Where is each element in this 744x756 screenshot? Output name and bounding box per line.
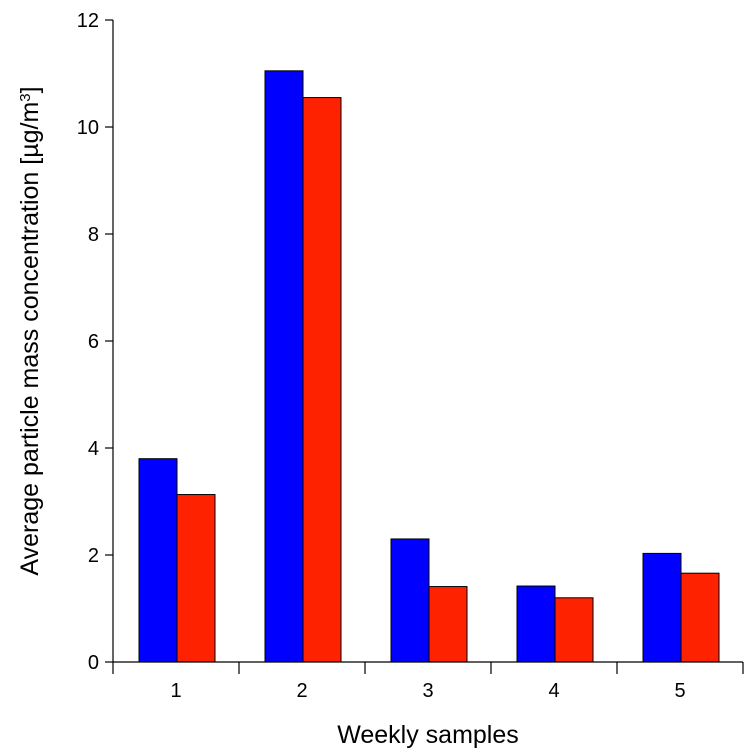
x-tick-label: 3 — [422, 680, 433, 702]
y-tick-label: 12 — [77, 10, 99, 32]
bar-series — [138, 70, 720, 663]
bar — [680, 572, 720, 663]
bar — [390, 538, 430, 663]
y-tick-label: 6 — [88, 331, 99, 353]
y-axis-ticks: 0 2 4 6 8 10 12 — [77, 10, 113, 674]
y-tick-label: 10 — [77, 117, 99, 139]
bar — [642, 552, 682, 663]
bar — [176, 494, 216, 663]
y-axis-title-close: ] — [16, 86, 44, 93]
bar — [428, 586, 468, 663]
y-tick-label: 0 — [88, 652, 99, 674]
y-tick-label: 2 — [88, 545, 99, 567]
y-tick-label: 8 — [88, 224, 99, 246]
bar — [264, 70, 304, 663]
bar — [302, 97, 342, 663]
x-tick-label: 2 — [296, 680, 307, 702]
x-axis-title: Weekly samples — [337, 721, 519, 749]
x-tick-label: 1 — [170, 680, 181, 702]
x-axis-ticks: 1 2 3 4 5 — [112, 662, 744, 702]
y-axis-title-main: Average particle mass concentration [µg/… — [16, 102, 44, 576]
bar — [138, 458, 178, 663]
y-tick-label: 4 — [88, 438, 99, 460]
x-tick-label: 5 — [674, 680, 685, 702]
y-axis-title-superscript: 3 — [17, 93, 34, 101]
x-tick-label: 4 — [548, 680, 559, 702]
y-axis-title: Average particle mass concentration [µg/… — [16, 86, 44, 575]
bar — [554, 597, 594, 663]
bar — [516, 585, 556, 663]
